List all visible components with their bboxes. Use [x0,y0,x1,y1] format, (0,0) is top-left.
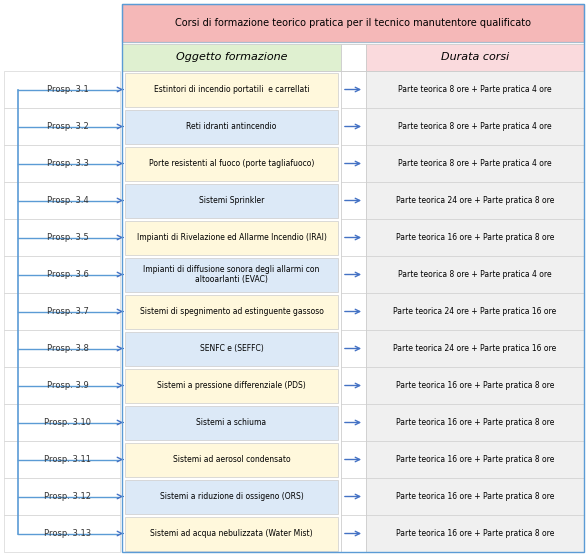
Bar [4,145,120,182]
Bar [122,4,584,42]
Bar [122,4,584,552]
Text: Prosp. 3.10: Prosp. 3.10 [45,418,92,427]
Bar [4,367,120,404]
Bar [125,405,338,439]
Text: Sistemi di spegnimento ad estinguente gassoso: Sistemi di spegnimento ad estinguente ga… [139,307,323,316]
Bar [125,146,338,181]
Text: Parte teorica 8 ore + Parte pratica 4 ore: Parte teorica 8 ore + Parte pratica 4 or… [398,122,552,131]
Bar [4,478,120,515]
Text: Prosp. 3.12: Prosp. 3.12 [45,492,92,501]
Bar [125,183,338,217]
Bar [341,330,366,367]
Bar [4,256,120,293]
Text: SENFC e (SEFFC): SENFC e (SEFFC) [199,344,263,353]
Bar [366,404,584,441]
Bar [4,404,120,441]
Text: Parte teorica 16 ore + Parte pratica 8 ore: Parte teorica 16 ore + Parte pratica 8 o… [396,233,554,242]
Bar [4,71,120,108]
Bar [341,108,366,145]
Text: Parte teorica 8 ore + Parte pratica 4 ore: Parte teorica 8 ore + Parte pratica 4 or… [398,159,552,168]
Bar [125,479,338,514]
Bar [366,219,584,256]
Bar [366,293,584,330]
Text: Prosp. 3.1: Prosp. 3.1 [47,85,89,94]
Text: Impianti di Rivelazione ed Allarme Incendio (IRAI): Impianti di Rivelazione ed Allarme Incen… [136,233,326,242]
Text: Prosp. 3.4: Prosp. 3.4 [47,196,89,205]
Text: Sistemi a riduzione di ossigeno (ORS): Sistemi a riduzione di ossigeno (ORS) [159,492,303,501]
Bar [366,441,584,478]
Bar [366,108,584,145]
Bar [366,256,584,293]
Bar [341,441,366,478]
Text: Porte resistenti al fuoco (porte tagliafuoco): Porte resistenti al fuoco (porte tagliaf… [149,159,314,168]
Text: Sistemi a pressione differenziale (PDS): Sistemi a pressione differenziale (PDS) [157,381,306,390]
Bar [4,330,120,367]
Text: Durata corsi: Durata corsi [441,52,509,62]
Bar [341,256,366,293]
Bar [4,219,120,256]
Bar [366,330,584,367]
Text: Prosp. 3.7: Prosp. 3.7 [47,307,89,316]
Text: Prosp. 3.6: Prosp. 3.6 [47,270,89,279]
Text: Parte teorica 16 ore + Parte pratica 8 ore: Parte teorica 16 ore + Parte pratica 8 o… [396,381,554,390]
Bar [4,441,120,478]
Text: Corsi di formazione teorico pratica per il tecnico manutentore qualificato: Corsi di formazione teorico pratica per … [175,18,531,28]
Text: Prosp. 3.11: Prosp. 3.11 [45,455,92,464]
Bar [4,293,120,330]
Text: Sistemi ad aerosol condensato: Sistemi ad aerosol condensato [173,455,290,464]
Bar [125,110,338,143]
Bar [341,219,366,256]
Text: Prosp. 3.8: Prosp. 3.8 [47,344,89,353]
Text: Parte teorica 16 ore + Parte pratica 8 ore: Parte teorica 16 ore + Parte pratica 8 o… [396,492,554,501]
Bar [341,182,366,219]
Bar [366,478,584,515]
Text: Parte teorica 8 ore + Parte pratica 4 ore: Parte teorica 8 ore + Parte pratica 4 or… [398,270,552,279]
Bar [366,515,584,552]
Text: Parte teorica 24 ore + Parte pratica 16 ore: Parte teorica 24 ore + Parte pratica 16 … [393,307,557,316]
Bar [366,44,584,71]
Bar [366,182,584,219]
Text: Sistemi Sprinkler: Sistemi Sprinkler [199,196,264,205]
Bar [341,44,366,71]
Bar [341,515,366,552]
Bar [4,108,120,145]
Bar [125,72,338,107]
Text: Parte teorica 16 ore + Parte pratica 8 ore: Parte teorica 16 ore + Parte pratica 8 o… [396,529,554,538]
Text: Prosp. 3.3: Prosp. 3.3 [47,159,89,168]
Bar [341,71,366,108]
Bar [341,478,366,515]
Text: Prosp. 3.9: Prosp. 3.9 [47,381,89,390]
Text: Oggetto formazione: Oggetto formazione [176,52,288,62]
Bar [125,331,338,365]
Bar [125,517,338,550]
Bar [341,367,366,404]
Bar [125,221,338,255]
Bar [366,367,584,404]
Text: Prosp. 3.2: Prosp. 3.2 [47,122,89,131]
Bar [125,257,338,291]
Bar [125,369,338,403]
Text: Prosp. 3.5: Prosp. 3.5 [47,233,89,242]
Text: Parte teorica 16 ore + Parte pratica 8 ore: Parte teorica 16 ore + Parte pratica 8 o… [396,418,554,427]
Bar [341,145,366,182]
Text: Estintori di incendio portatili  e carrellati: Estintori di incendio portatili e carrel… [153,85,309,94]
Bar [366,145,584,182]
Text: Parte teorica 16 ore + Parte pratica 8 ore: Parte teorica 16 ore + Parte pratica 8 o… [396,455,554,464]
Text: Impianti di diffusione sonora degli allarmi con
altooarlanti (EVAC): Impianti di diffusione sonora degli alla… [143,265,320,284]
Text: Sistemi ad acqua nebulizzata (Water Mist): Sistemi ad acqua nebulizzata (Water Mist… [150,529,313,538]
Text: Sistemi a schiuma: Sistemi a schiuma [196,418,266,427]
Text: Parte teorica 8 ore + Parte pratica 4 ore: Parte teorica 8 ore + Parte pratica 4 or… [398,85,552,94]
Text: Parte teorica 24 ore + Parte pratica 16 ore: Parte teorica 24 ore + Parte pratica 16 … [393,344,557,353]
Bar [4,515,120,552]
Text: Reti idranti antincendio: Reti idranti antincendio [186,122,277,131]
Bar [125,443,338,476]
Bar [122,44,341,71]
Text: Parte teorica 24 ore + Parte pratica 8 ore: Parte teorica 24 ore + Parte pratica 8 o… [396,196,554,205]
Bar [366,71,584,108]
Bar [4,182,120,219]
Bar [125,295,338,329]
Bar [341,293,366,330]
Bar [341,404,366,441]
Text: Prosp. 3.13: Prosp. 3.13 [45,529,92,538]
